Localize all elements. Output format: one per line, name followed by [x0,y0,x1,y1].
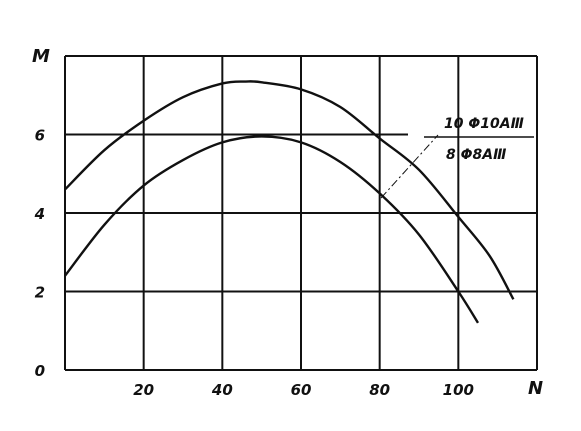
grid [64,55,538,371]
annotation-leader-line [380,134,439,199]
annotation-denominator: 8 Φ8AⅢ [446,147,506,163]
series-group [64,80,515,324]
y-tick-label: 4 [34,205,45,223]
x-tick-label: 20 [133,381,154,399]
tick-labels: 20 40 60 80 100 0 2 4 6 [34,127,474,400]
x-tick-label: 40 [211,381,233,399]
y-tick-label: 0 [35,362,45,380]
x-axis-label: N [528,378,543,399]
x-tick-label: 60 [291,381,312,399]
annotation-numerator: 10 Φ10AⅢ [444,116,524,132]
annotation: 10 Φ10AⅢ 8 Φ8AⅢ [380,116,534,199]
series-line-upper [64,80,515,300]
y-tick-label: 6 [35,127,45,145]
y-axis-label: M [32,46,50,67]
y-tick-label: 2 [35,284,45,302]
x-tick-label: 100 [443,381,474,399]
x-tick-label: 80 [369,381,390,399]
series-line-lower [64,135,480,324]
